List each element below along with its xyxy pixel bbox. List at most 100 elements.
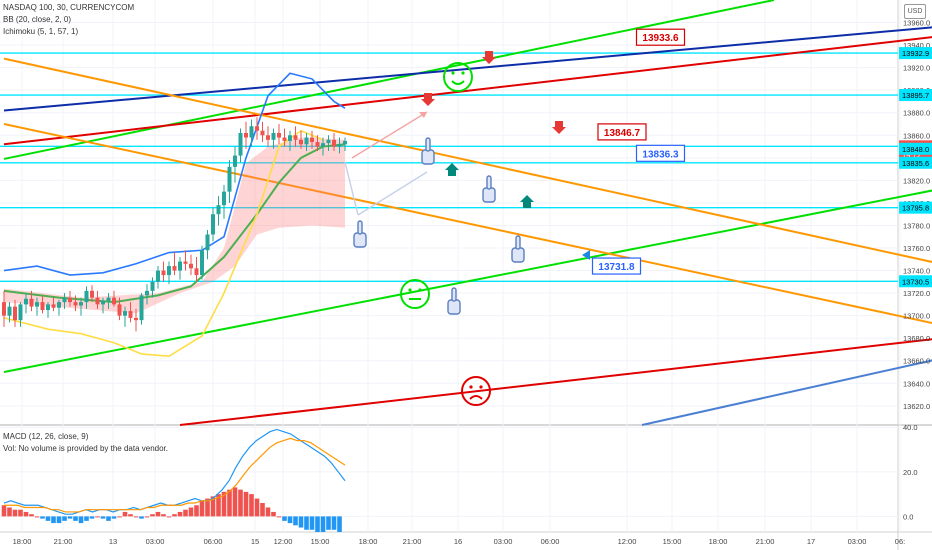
- price-tick-label: 13820.0: [903, 176, 930, 185]
- candle-body: [326, 139, 331, 144]
- arrow-down-icon[interactable]: [482, 51, 496, 64]
- face-icon[interactable]: [400, 279, 430, 309]
- macd-histogram-bar: [298, 516, 304, 528]
- arrow-down-icon[interactable]: [552, 121, 566, 134]
- cloud-area: [4, 137, 345, 314]
- annotation-box[interactable]: [635, 28, 686, 46]
- projection-line[interactable]: [351, 111, 428, 159]
- horizontal-levels[interactable]: [0, 52, 898, 282]
- annotation-box[interactable]: [635, 144, 686, 162]
- price-tick-label: 13880.0: [903, 109, 930, 118]
- price-label-box[interactable]: [899, 156, 932, 169]
- candle-body: [255, 126, 259, 131]
- projection-line[interactable]: [344, 161, 359, 216]
- candle-body: [288, 135, 292, 141]
- candle-body: [249, 126, 254, 138]
- time-tick-label: 03:00: [848, 537, 867, 546]
- candle-body: [101, 300, 105, 305]
- price-label-box[interactable]: [899, 201, 932, 214]
- price-label-box[interactable]: [899, 89, 932, 102]
- candle-body: [233, 155, 237, 167]
- candle-body: [112, 297, 116, 305]
- time-axis[interactable]: 18:00 21:00 13 03:00 06:00 15 12:00 15:00 18:00 2…: [13, 537, 906, 546]
- face-icon[interactable]: [443, 62, 473, 92]
- bb-legend[interactable]: BB (20, close, 2, 0): [3, 15, 72, 24]
- flag-marker-icon[interactable]: [582, 250, 590, 260]
- macd-histogram-bar: [199, 500, 205, 517]
- currency-button[interactable]: USD: [904, 4, 926, 19]
- trend-line-orange-lower[interactable]: [3, 123, 932, 329]
- hand-finger-icon: [451, 287, 457, 302]
- candle-body: [315, 142, 320, 147]
- trend-lines[interactable]: [3, 0, 932, 426]
- hand-finger-icon: [425, 137, 431, 152]
- price-axis[interactable]: 13620.0 13640.0 13660.0 13680.0 13700.0 13720…: [899, 19, 932, 411]
- candle-body: [134, 317, 138, 321]
- price-tick-label: 13940.0: [903, 41, 930, 50]
- trend-line-red-lower[interactable]: [179, 336, 932, 426]
- macd-histogram-bar: [232, 487, 238, 517]
- candlestick-series: [2, 117, 347, 332]
- price-tick-label: 13780.0: [903, 221, 930, 230]
- candle-body: [167, 266, 171, 276]
- arrow-up-icon[interactable]: [445, 163, 459, 176]
- macd-histogram-bar: [282, 516, 287, 521]
- annotation-box[interactable]: [591, 257, 642, 275]
- arrow-down-icon[interactable]: [421, 93, 435, 106]
- trend-line-navy[interactable]: [3, 25, 932, 112]
- time-tick-label: 15:00: [663, 537, 682, 546]
- hand-pointer-icon[interactable]: [421, 149, 435, 165]
- face-eye-icon: [418, 288, 422, 292]
- macd-histogram-bar: [67, 516, 73, 519]
- annotation-label[interactable]: 13836.3: [642, 149, 679, 160]
- macd-histogram-bar: [95, 516, 100, 518]
- candle-body: [46, 304, 50, 311]
- symbol-legend[interactable]: NASDAQ 100, 30, CURRENCYCOM: [3, 3, 135, 12]
- macd-histogram-bar: [56, 516, 62, 524]
- hand-pointer-icon[interactable]: [353, 232, 367, 248]
- macd-histogram-bar: [287, 516, 293, 524]
- macd-histogram-bar: [304, 516, 309, 530]
- macd-histogram-bar: [227, 489, 232, 517]
- trend-line-orange-upper[interactable]: [3, 57, 932, 269]
- candle-body: [227, 166, 232, 192]
- time-tick-label: 15: [251, 537, 259, 546]
- trend-line-green-lower[interactable]: [3, 185, 932, 373]
- trend-line-red-upper[interactable]: [3, 34, 932, 146]
- price-tick-label: 13700.0: [903, 312, 930, 321]
- trend-line-green-upper[interactable]: [3, 0, 775, 160]
- macd-histogram-bar: [221, 491, 227, 517]
- candle-body: [277, 133, 281, 138]
- chart-drawings[interactable]: [344, 51, 590, 406]
- hand-finger-icon: [486, 175, 492, 190]
- time-tick-label: 18:00: [709, 537, 728, 546]
- annotation-label[interactable]: 13846.7: [604, 128, 641, 139]
- macd-histogram-bar: [331, 516, 337, 530]
- face-eye-icon: [451, 71, 455, 75]
- ichimoku-legend[interactable]: Ichimoku (5, 1, 57, 1): [3, 27, 79, 36]
- arrow-up-icon[interactable]: [520, 195, 534, 208]
- candle-body: [343, 140, 347, 145]
- macd-histogram-bar: [177, 511, 183, 517]
- price-label-box[interactable]: [899, 47, 932, 60]
- projection-line[interactable]: [357, 171, 428, 216]
- time-tick-label: 18:00: [13, 537, 32, 546]
- candle-body: [244, 133, 248, 138]
- macd-histogram-bar: [62, 516, 67, 521]
- macd-tick-label: 0.0: [903, 512, 913, 521]
- hand-pointer-icon[interactable]: [447, 299, 461, 315]
- price-label-box[interactable]: [899, 142, 932, 155]
- macd-histogram-bar: [183, 509, 188, 517]
- macd-legend[interactable]: MACD (12, 26, close, 9): [3, 432, 89, 441]
- hand-finger-icon: [357, 220, 363, 235]
- face-icon[interactable]: [461, 376, 491, 406]
- hand-pointer-icon[interactable]: [482, 187, 496, 203]
- annotation-box[interactable]: [597, 123, 647, 141]
- hand-pointer-icon[interactable]: [511, 247, 525, 263]
- annotation-label[interactable]: 13731.8: [598, 262, 635, 273]
- trend-line-steel[interactable]: [641, 354, 932, 426]
- macd-histogram-bar: [205, 498, 210, 517]
- annotation-label[interactable]: 13933.6: [642, 33, 679, 44]
- price-label-box[interactable]: [899, 275, 932, 288]
